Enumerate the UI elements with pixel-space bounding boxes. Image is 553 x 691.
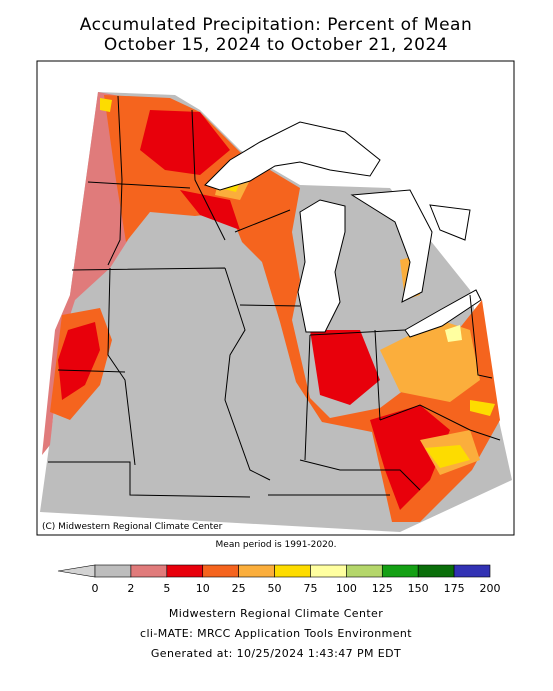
legend-swatch: [130, 564, 168, 578]
state-lines: [48, 95, 501, 498]
title: Accumulated Precipitation: Percent of Me…: [80, 15, 472, 35]
legend-swatch: [346, 564, 383, 578]
subtitle: October 15, 2024 to October 21, 2024: [104, 35, 448, 55]
legend-swatch: [310, 564, 347, 578]
mean-period: Mean period is 1991-2020.: [216, 540, 337, 550]
legend-tick-label: 25: [232, 582, 246, 595]
legend-tick-label: 5: [163, 582, 170, 595]
legend-tick-label: 100: [336, 582, 357, 595]
lake-erie: [404, 289, 482, 338]
map: (C) Midwestern Regional Climate Center: [36, 60, 515, 536]
footer-line: Midwestern Regional Climate Center: [169, 607, 383, 620]
region-5-10: [140, 110, 450, 510]
lake-michigan: [297, 199, 346, 333]
legend-swatch: [238, 564, 275, 578]
legend: 0 2 5 10 25 50 75 100 125 150 175 200: [57, 564, 501, 595]
footer-line: Generated at: 10/25/2024 1:43:47 PM EDT: [151, 647, 401, 660]
legend-tick-label: 50: [268, 582, 282, 595]
region-5-10-west: [58, 322, 100, 400]
legend-tick-label: 175: [444, 582, 465, 595]
legend-tick-label: 10: [196, 582, 210, 595]
legend-tick-label: 2: [127, 582, 134, 595]
legend-tick-label: 150: [408, 582, 429, 595]
copyright: (C) Midwestern Regional Climate Center: [42, 522, 223, 532]
legend-swatch: [417, 564, 455, 578]
legend-tick-label: 0: [92, 582, 99, 595]
legend-swatch: [381, 564, 419, 578]
legend-tick-label: 200: [480, 582, 501, 595]
legend-swatch: [274, 564, 311, 578]
footer-line: cli-MATE: MRCC Application Tools Environ…: [140, 627, 412, 640]
lake-superior: [204, 121, 381, 191]
legend-tick-label: 75: [303, 582, 317, 595]
legend-swatch: [166, 564, 204, 578]
legend-below-arrow: [57, 564, 96, 578]
lake-huron: [350, 189, 471, 303]
region-75-100: [445, 325, 462, 342]
legend-swatch: [94, 564, 132, 578]
legend-swatch: [202, 564, 239, 578]
legend-tick-label: 125: [372, 582, 393, 595]
legend-swatch: [453, 564, 491, 578]
region-25-50: [215, 175, 480, 475]
